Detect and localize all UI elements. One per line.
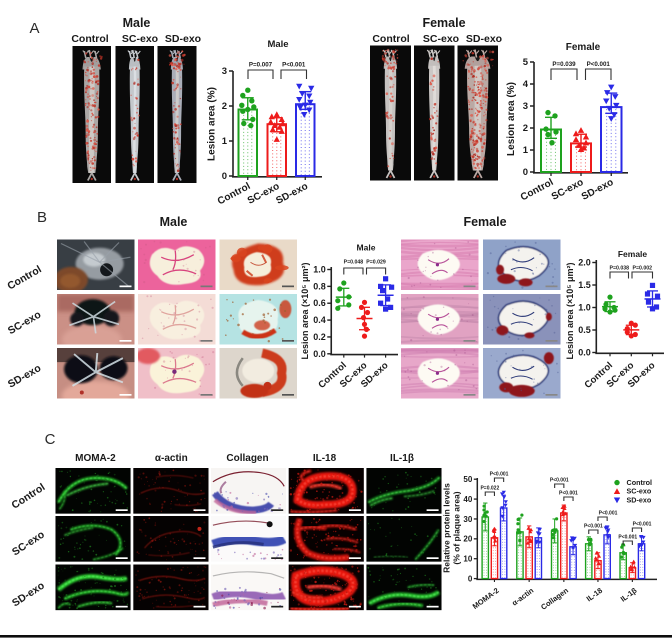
svg-text:Lesion area (%): Lesion area (%)	[506, 82, 517, 156]
svg-text:α-actin: α-actin	[155, 453, 188, 464]
svg-text:Control: Control	[71, 33, 108, 45]
svg-text:IL-1β: IL-1β	[390, 453, 414, 464]
svg-text:2.0: 2.0	[578, 258, 591, 268]
svg-text:2: 2	[523, 123, 528, 134]
svg-text:1.0: 1.0	[313, 265, 326, 275]
svg-text:SC-exo: SC-exo	[423, 33, 459, 45]
svg-text:Male: Male	[357, 243, 376, 253]
svg-text:A: A	[29, 20, 39, 37]
svg-text:Female: Female	[422, 16, 465, 30]
svg-text:Female: Female	[618, 249, 648, 259]
svg-text:SD-exo: SD-exo	[627, 496, 652, 505]
svg-text:SD-exo: SD-exo	[466, 33, 502, 45]
svg-text:Lesion area (%): Lesion area (%)	[207, 87, 218, 161]
svg-text:(% of plaque area): (% of plaque area)	[452, 491, 462, 564]
svg-text:P=0.029: P=0.029	[366, 260, 386, 266]
svg-text:P<0.001: P<0.001	[599, 511, 618, 517]
svg-text:40: 40	[463, 495, 472, 504]
svg-text:0: 0	[222, 171, 227, 182]
svg-text:0: 0	[468, 574, 473, 583]
svg-text:P<0.001: P<0.001	[559, 491, 578, 497]
svg-text:3: 3	[523, 101, 528, 112]
svg-text:Male: Male	[267, 39, 288, 50]
svg-text:0.4: 0.4	[313, 315, 326, 325]
svg-text:P<0.001: P<0.001	[587, 61, 611, 68]
svg-text:Control: Control	[372, 33, 409, 45]
svg-text:C: C	[45, 431, 56, 448]
svg-text:4: 4	[523, 79, 529, 90]
svg-text:P=0.002: P=0.002	[633, 266, 653, 272]
svg-text:P=0.048: P=0.048	[344, 260, 364, 266]
svg-text:Control: Control	[627, 478, 653, 487]
svg-text:50: 50	[463, 475, 472, 484]
svg-text:0.2: 0.2	[313, 332, 326, 342]
svg-text:30: 30	[463, 515, 472, 524]
svg-text:P=0.038: P=0.038	[610, 266, 630, 272]
svg-text:P=0.039: P=0.039	[552, 61, 576, 68]
svg-text:20: 20	[463, 535, 472, 544]
svg-text:0.6: 0.6	[313, 298, 326, 308]
svg-text:0.0: 0.0	[313, 349, 326, 359]
svg-text:P<0.001: P<0.001	[490, 472, 509, 478]
svg-text:Lesion area (×10⁵ μm²): Lesion area (×10⁵ μm²)	[300, 262, 310, 359]
svg-text:Male: Male	[160, 215, 188, 229]
svg-text:10: 10	[463, 555, 472, 564]
svg-text:1.0: 1.0	[578, 303, 591, 313]
svg-text:P<0.001: P<0.001	[282, 62, 306, 69]
svg-text:SC-exo: SC-exo	[627, 487, 652, 496]
svg-text:Lesion area (×10⁵ μm²): Lesion area (×10⁵ μm²)	[565, 262, 575, 359]
svg-text:0.8: 0.8	[313, 281, 326, 291]
svg-text:P<0.001: P<0.001	[618, 535, 637, 541]
svg-text:P=0.022: P=0.022	[480, 486, 499, 492]
svg-text:0.0: 0.0	[578, 348, 591, 358]
svg-text:IL-18: IL-18	[313, 453, 337, 464]
svg-text:1: 1	[222, 136, 228, 147]
svg-text:Male: Male	[123, 16, 151, 30]
svg-text:2: 2	[222, 101, 227, 112]
svg-text:SD-exo: SD-exo	[165, 33, 201, 45]
svg-text:3: 3	[222, 66, 227, 77]
svg-text:0.5: 0.5	[578, 325, 591, 335]
svg-text:0: 0	[523, 167, 528, 178]
svg-text:P<0.001: P<0.001	[550, 478, 569, 484]
svg-text:Relative protein levels: Relative protein levels	[442, 483, 452, 573]
svg-text:1: 1	[523, 145, 529, 156]
svg-text:P<0.001: P<0.001	[584, 524, 603, 530]
svg-text:1.5: 1.5	[578, 280, 591, 290]
svg-text:5: 5	[523, 57, 529, 68]
svg-text:P=0.007: P=0.007	[249, 62, 273, 69]
svg-text:Collagen: Collagen	[226, 453, 268, 464]
svg-text:B: B	[37, 209, 47, 226]
svg-text:P<0.001: P<0.001	[633, 522, 652, 528]
svg-text:MOMA-2: MOMA-2	[75, 453, 116, 464]
svg-text:Female: Female	[463, 215, 506, 229]
svg-text:Female: Female	[566, 42, 601, 53]
svg-text:SC-exo: SC-exo	[122, 33, 158, 45]
